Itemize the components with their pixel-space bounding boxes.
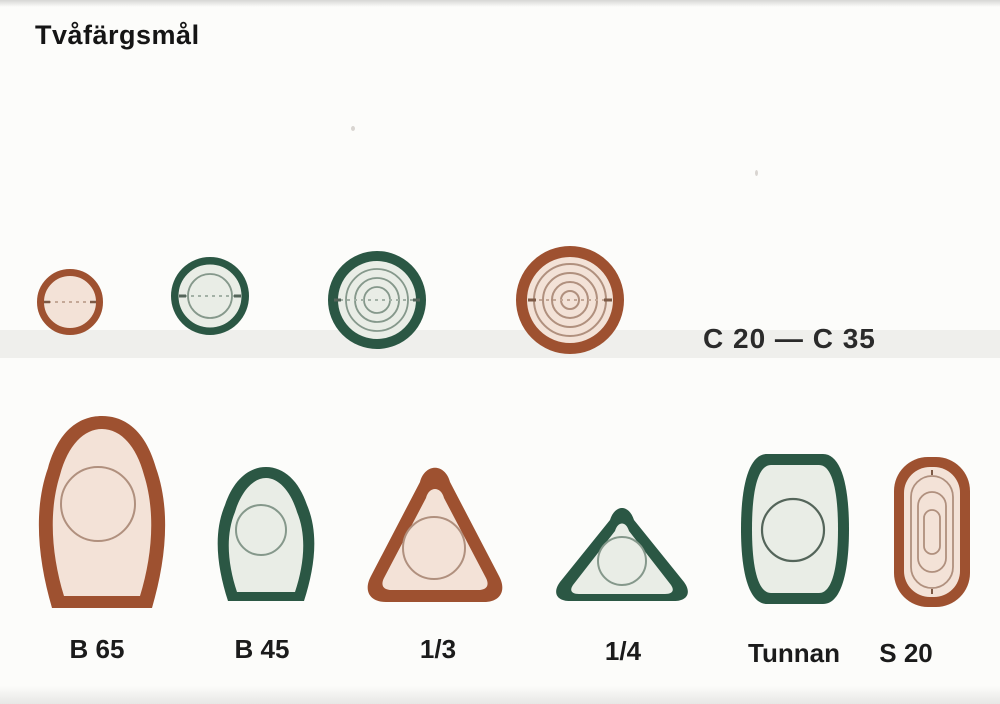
scan-band-bottom	[0, 686, 1000, 704]
c-target-3-scoring-ring	[345, 268, 409, 332]
label-one-quarter: 1/4	[604, 636, 642, 666]
target-b65-center	[52, 429, 152, 596]
scan-speck	[351, 126, 355, 131]
target-one-third	[367, 467, 503, 602]
target-tunnan	[741, 454, 849, 604]
target-one-quarter-center	[571, 523, 673, 594]
target-b65	[38, 416, 166, 608]
page-title: Tvåfärgsmål	[35, 20, 200, 50]
target-tunnan-center	[752, 465, 838, 593]
scan-speck	[755, 170, 758, 176]
target-one-quarter	[556, 508, 688, 601]
target-b45-center	[228, 478, 304, 592]
c-target-2-body	[171, 257, 249, 335]
target-tunnan-scoring-ring	[760, 497, 826, 563]
label-s20: S 20	[879, 638, 933, 668]
target-b65-scoring-ring	[60, 466, 136, 542]
c-target-1	[37, 269, 103, 335]
target-one-third-scoring-ring	[402, 516, 466, 580]
c-target-2-scoring-ring	[187, 273, 233, 319]
label-one-third: 1/3	[419, 634, 457, 664]
target-b45-scoring-ring	[235, 504, 287, 556]
target-s20	[894, 457, 970, 607]
target-one-quarter-scoring-ring	[597, 536, 647, 586]
c-target-4	[516, 246, 624, 354]
target-s20-scoring-ring	[917, 491, 947, 573]
label-b45: B 45	[234, 634, 290, 664]
label-tunnan: Tunnan	[748, 638, 840, 668]
label-b65: B 65	[69, 634, 125, 664]
target-b45	[217, 467, 315, 601]
c-target-2	[171, 257, 249, 335]
scan-band-top	[0, 0, 1000, 7]
target-s20-scoring-ring	[910, 475, 954, 589]
target-s20-center	[904, 467, 960, 597]
c-target-3	[328, 251, 426, 349]
c-target-range-label: C 20 — C 35	[703, 323, 876, 354]
target-s20-scoring-ring	[923, 509, 941, 555]
